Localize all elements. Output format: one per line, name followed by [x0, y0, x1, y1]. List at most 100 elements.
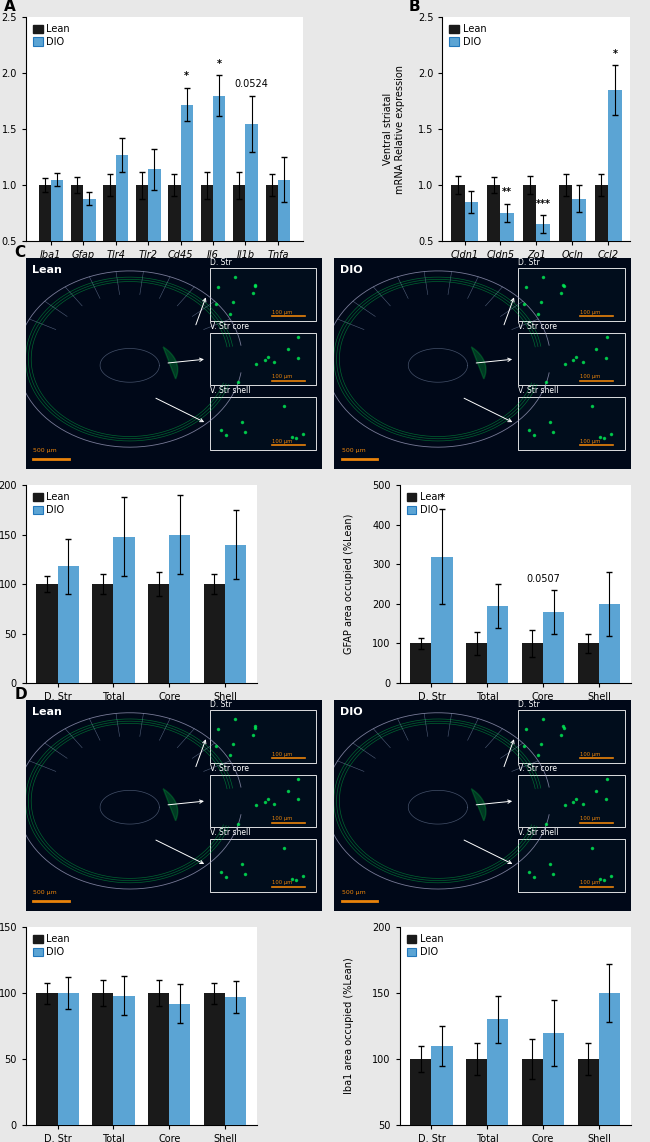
- Text: 100 μm: 100 μm: [272, 751, 292, 757]
- Text: 100 μm: 100 μm: [272, 375, 292, 379]
- Bar: [488, 1020, 508, 1142]
- Text: 100 μm: 100 μm: [580, 439, 601, 443]
- Text: B: B: [408, 0, 420, 14]
- Bar: [578, 1059, 599, 1142]
- Polygon shape: [518, 332, 625, 385]
- Text: D. Str: D. Str: [210, 258, 231, 267]
- Text: D. Str: D. Str: [210, 700, 231, 708]
- Bar: [487, 185, 501, 297]
- Bar: [58, 566, 79, 683]
- Text: 100 μm: 100 μm: [580, 375, 601, 379]
- Bar: [136, 185, 148, 297]
- Bar: [201, 185, 213, 297]
- Bar: [278, 179, 290, 297]
- Text: **: **: [502, 187, 512, 198]
- Legend: Lean, DIO: Lean, DIO: [31, 490, 72, 517]
- Text: V. Str shell: V. Str shell: [518, 828, 558, 837]
- Bar: [168, 185, 181, 297]
- Bar: [595, 185, 608, 297]
- Bar: [266, 185, 278, 297]
- Text: 500 μm: 500 μm: [33, 449, 57, 453]
- Text: 100 μm: 100 μm: [580, 817, 601, 821]
- Polygon shape: [518, 774, 625, 827]
- Polygon shape: [471, 789, 486, 821]
- Bar: [500, 214, 514, 297]
- Bar: [114, 537, 135, 683]
- Bar: [71, 185, 83, 297]
- Text: Lean: Lean: [32, 707, 62, 717]
- Bar: [36, 585, 58, 683]
- Polygon shape: [210, 839, 317, 892]
- Legend: Lean, DIO: Lean, DIO: [447, 22, 488, 49]
- Bar: [522, 1059, 543, 1142]
- Legend: Lean, DIO: Lean, DIO: [405, 932, 446, 959]
- Bar: [204, 585, 225, 683]
- Bar: [432, 556, 452, 683]
- Polygon shape: [518, 268, 625, 321]
- Text: 0.0524: 0.0524: [235, 79, 268, 89]
- Text: V. Str core: V. Str core: [518, 322, 557, 331]
- Y-axis label: GFAP area occupied (%Lean): GFAP area occupied (%Lean): [344, 514, 354, 654]
- Bar: [543, 612, 564, 683]
- Bar: [608, 90, 622, 297]
- Text: 100 μm: 100 μm: [272, 880, 292, 885]
- Bar: [466, 643, 488, 683]
- Legend: Lean, DIO: Lean, DIO: [405, 490, 446, 517]
- Polygon shape: [210, 774, 317, 827]
- Text: V. Str shell: V. Str shell: [518, 386, 558, 395]
- Text: *: *: [439, 493, 445, 504]
- Bar: [148, 585, 169, 683]
- Bar: [599, 604, 620, 683]
- Polygon shape: [518, 710, 625, 763]
- Text: 500 μm: 500 μm: [342, 449, 365, 453]
- Text: V. Str core: V. Str core: [518, 764, 557, 773]
- Text: Lean: Lean: [32, 265, 62, 275]
- Bar: [225, 997, 246, 1125]
- Bar: [36, 994, 58, 1125]
- Text: DIO: DIO: [340, 265, 363, 275]
- Polygon shape: [210, 268, 317, 321]
- Bar: [573, 199, 586, 297]
- Bar: [204, 994, 225, 1125]
- Bar: [92, 994, 114, 1125]
- Text: *: *: [612, 49, 618, 58]
- Bar: [488, 606, 508, 683]
- Bar: [148, 169, 161, 297]
- Text: V. Str core: V. Str core: [210, 322, 249, 331]
- Bar: [92, 585, 114, 683]
- Bar: [148, 994, 169, 1125]
- Text: 100 μm: 100 μm: [580, 751, 601, 757]
- Bar: [169, 1004, 190, 1125]
- Bar: [103, 185, 116, 297]
- Bar: [225, 545, 246, 683]
- Bar: [233, 185, 246, 297]
- Text: V. Str shell: V. Str shell: [210, 386, 250, 395]
- Text: A: A: [4, 0, 16, 14]
- Text: 100 μm: 100 μm: [580, 880, 601, 885]
- Y-axis label: Iba1 area occupied (%Lean): Iba1 area occupied (%Lean): [344, 958, 354, 1094]
- Text: D. Str: D. Str: [518, 700, 540, 708]
- Text: V. Str: V. Str: [530, 726, 556, 737]
- Bar: [451, 185, 465, 297]
- Bar: [536, 224, 550, 297]
- Bar: [578, 643, 599, 683]
- Text: 100 μm: 100 μm: [272, 309, 292, 315]
- Bar: [83, 199, 96, 297]
- Polygon shape: [518, 397, 625, 450]
- Text: 500 μm: 500 μm: [33, 891, 57, 895]
- Polygon shape: [163, 347, 177, 379]
- Text: V. Str: V. Str: [157, 726, 182, 737]
- Bar: [410, 643, 432, 683]
- Bar: [38, 185, 51, 297]
- Bar: [543, 1032, 564, 1142]
- Bar: [465, 202, 478, 297]
- Text: D: D: [14, 687, 27, 702]
- Polygon shape: [210, 397, 317, 450]
- Text: ***: ***: [536, 199, 551, 209]
- Polygon shape: [163, 789, 177, 821]
- Y-axis label: Ventral striatal
mRNA Relative expression: Ventral striatal mRNA Relative expressio…: [383, 65, 405, 194]
- Bar: [432, 1046, 452, 1142]
- Bar: [114, 996, 135, 1125]
- Text: DIO: DIO: [340, 707, 363, 717]
- Legend: Lean, DIO: Lean, DIO: [31, 22, 72, 49]
